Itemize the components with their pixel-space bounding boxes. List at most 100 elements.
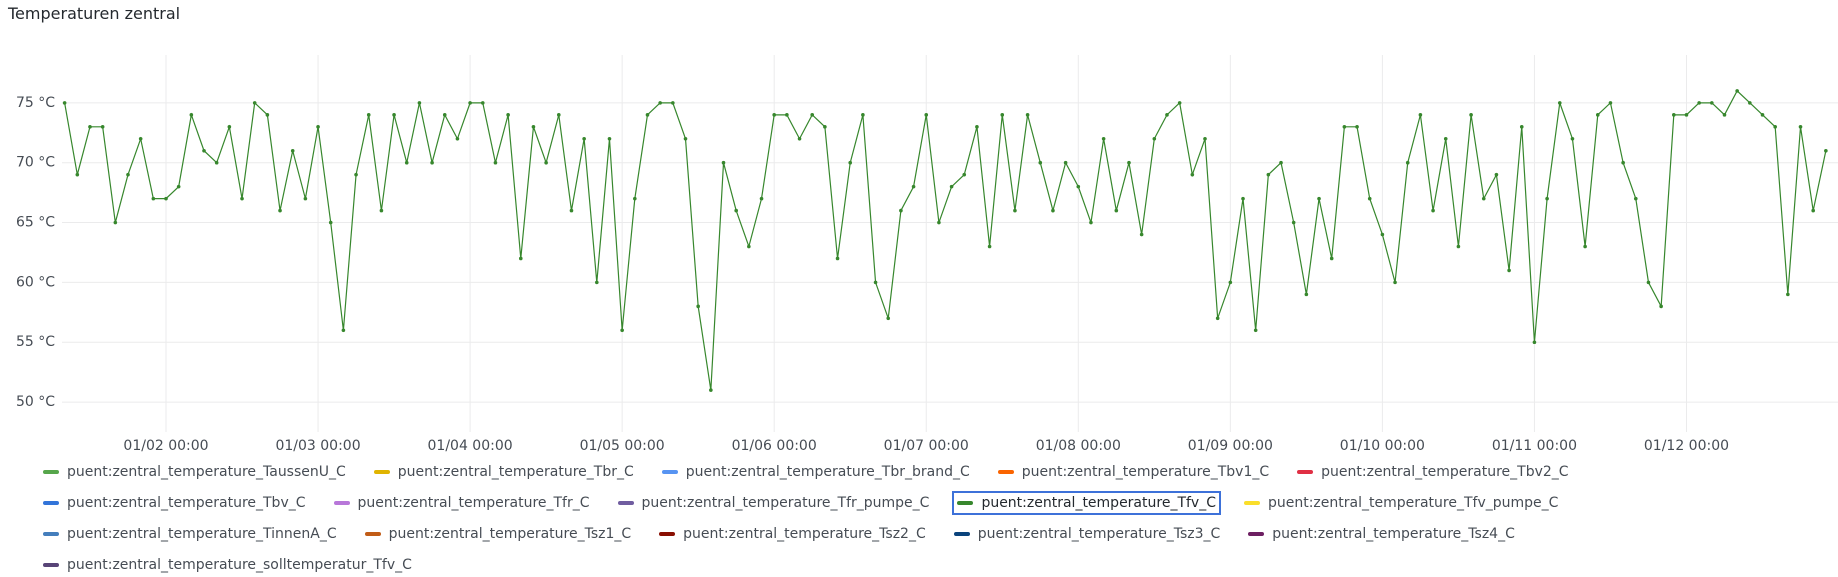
x-tick-label: 01/09 00:00 (1188, 438, 1273, 454)
data-point (1735, 89, 1739, 93)
legend-item[interactable]: puent:zentral_temperature_Tfv_pumpe_C (1239, 491, 1563, 515)
data-point (582, 136, 586, 141)
legend-swatch (333, 501, 350, 505)
legend-item[interactable]: puent:zentral_temperature_Tfr_C (329, 491, 595, 515)
data-point (240, 196, 244, 201)
data-point (1013, 208, 1017, 213)
data-point (1025, 113, 1030, 117)
y-tick-label: 75 °C (16, 95, 55, 111)
data-point (1824, 148, 1828, 153)
legend-label: puent:zentral_temperature_Tfr_pumpe_C (641, 495, 930, 511)
data-point (1633, 196, 1638, 201)
data-point (734, 208, 738, 213)
data-point (1519, 125, 1524, 129)
y-tick-label: 55 °C (16, 334, 55, 350)
data-point (569, 208, 574, 213)
data-point (1443, 136, 1448, 141)
legend-item[interactable]: puent:zentral_temperature_TaussenU_C (38, 460, 351, 484)
data-point (1557, 101, 1562, 105)
data-point (924, 113, 929, 117)
legend-item[interactable]: puent:zentral_temperature_TinnenA_C (38, 522, 342, 546)
legend-item[interactable]: puent:zentral_temperature_Tfv_C (952, 491, 1221, 515)
data-point (544, 160, 548, 165)
data-point (607, 136, 612, 141)
data-point (1215, 316, 1220, 321)
data-point (417, 101, 422, 105)
data-point (265, 113, 270, 117)
data-point (633, 196, 637, 201)
data-point (937, 220, 941, 225)
data-point (1076, 184, 1081, 189)
data-point (658, 101, 662, 105)
legend-swatch (43, 532, 59, 536)
data-point (810, 113, 815, 117)
data-point (620, 328, 624, 333)
legend-item[interactable]: puent:zentral_temperature_Tbv_C (38, 491, 311, 515)
data-point (1405, 160, 1410, 165)
data-point (1101, 136, 1106, 141)
data-point (1266, 172, 1271, 177)
data-point (1253, 328, 1258, 333)
legend-item[interactable]: puent:zentral_temperature_Tsz3_C (949, 522, 1226, 546)
data-point (468, 101, 472, 105)
legend-item[interactable]: puent:zentral_temperature_Tsz4_C (1243, 522, 1520, 546)
data-point (696, 304, 700, 309)
data-point (354, 172, 358, 177)
data-point (1659, 304, 1663, 309)
data-point (1367, 196, 1372, 201)
data-point (595, 280, 599, 285)
data-point (1595, 113, 1600, 117)
data-point (873, 280, 878, 285)
legend-label: puent:zentral_temperature_TaussenU_C (67, 464, 346, 480)
data-point (75, 172, 80, 177)
legend-swatch (1243, 501, 1260, 505)
legend-item[interactable]: puent:zentral_temperature_Tbr_C (369, 460, 639, 484)
data-point (671, 101, 675, 105)
data-point (1570, 136, 1575, 141)
data-point (1279, 160, 1283, 165)
data-point (126, 172, 130, 177)
data-point (1672, 113, 1676, 117)
data-point (1317, 196, 1321, 201)
data-point (1532, 340, 1537, 345)
legend-item[interactable]: puent:zentral_temperature_Tsz1_C (360, 522, 637, 546)
data-point (721, 160, 726, 165)
legend-item[interactable]: puent:zentral_temperature_Tsz2_C (654, 522, 931, 546)
data-point (1038, 160, 1043, 165)
data-point (1152, 136, 1157, 141)
data-point (404, 160, 409, 165)
data-point (1583, 244, 1587, 249)
data-point (1380, 232, 1385, 237)
data-point (480, 101, 485, 105)
data-point (899, 208, 903, 213)
legend-item[interactable]: puent:zentral_temperature_Tbv2_C (1292, 460, 1573, 484)
data-point (1418, 113, 1423, 117)
legend-item[interactable]: puent:zentral_temperature_Tbv1_C (993, 460, 1274, 484)
data-point (316, 125, 320, 129)
data-point (1748, 101, 1752, 105)
x-tick-label: 01/11 00:00 (1492, 438, 1577, 454)
series-line (64, 89, 1827, 391)
data-point (1684, 113, 1689, 117)
y-tick-label: 60 °C (16, 274, 55, 290)
legend-label: puent:zentral_temperature_Tfv_pumpe_C (1267, 495, 1559, 511)
legend-swatch (43, 470, 59, 474)
data-point (1063, 160, 1068, 165)
x-tick-label: 01/04 00:00 (428, 438, 513, 454)
data-point (278, 208, 282, 213)
data-point (138, 136, 143, 141)
legend-item[interactable]: puent:zentral_temperature_Tbr_brand_C (657, 460, 975, 484)
data-point (1646, 280, 1651, 285)
data-point (1811, 208, 1815, 213)
legend-label: puent:zentral_temperature_Tfr_C (357, 495, 590, 511)
data-point (823, 125, 827, 129)
data-point (1190, 172, 1195, 177)
x-tick-label: 01/07 00:00 (884, 438, 969, 454)
legend-item[interactable]: puent:zentral_temperature_Tfr_pumpe_C (613, 491, 935, 515)
legend-item[interactable]: puent:zentral_temperature_solltemperatur… (38, 553, 417, 577)
x-tick-label: 01/08 00:00 (1036, 438, 1121, 454)
data-point (797, 136, 802, 141)
legend-swatch (659, 532, 676, 536)
legend-swatch (43, 563, 59, 567)
